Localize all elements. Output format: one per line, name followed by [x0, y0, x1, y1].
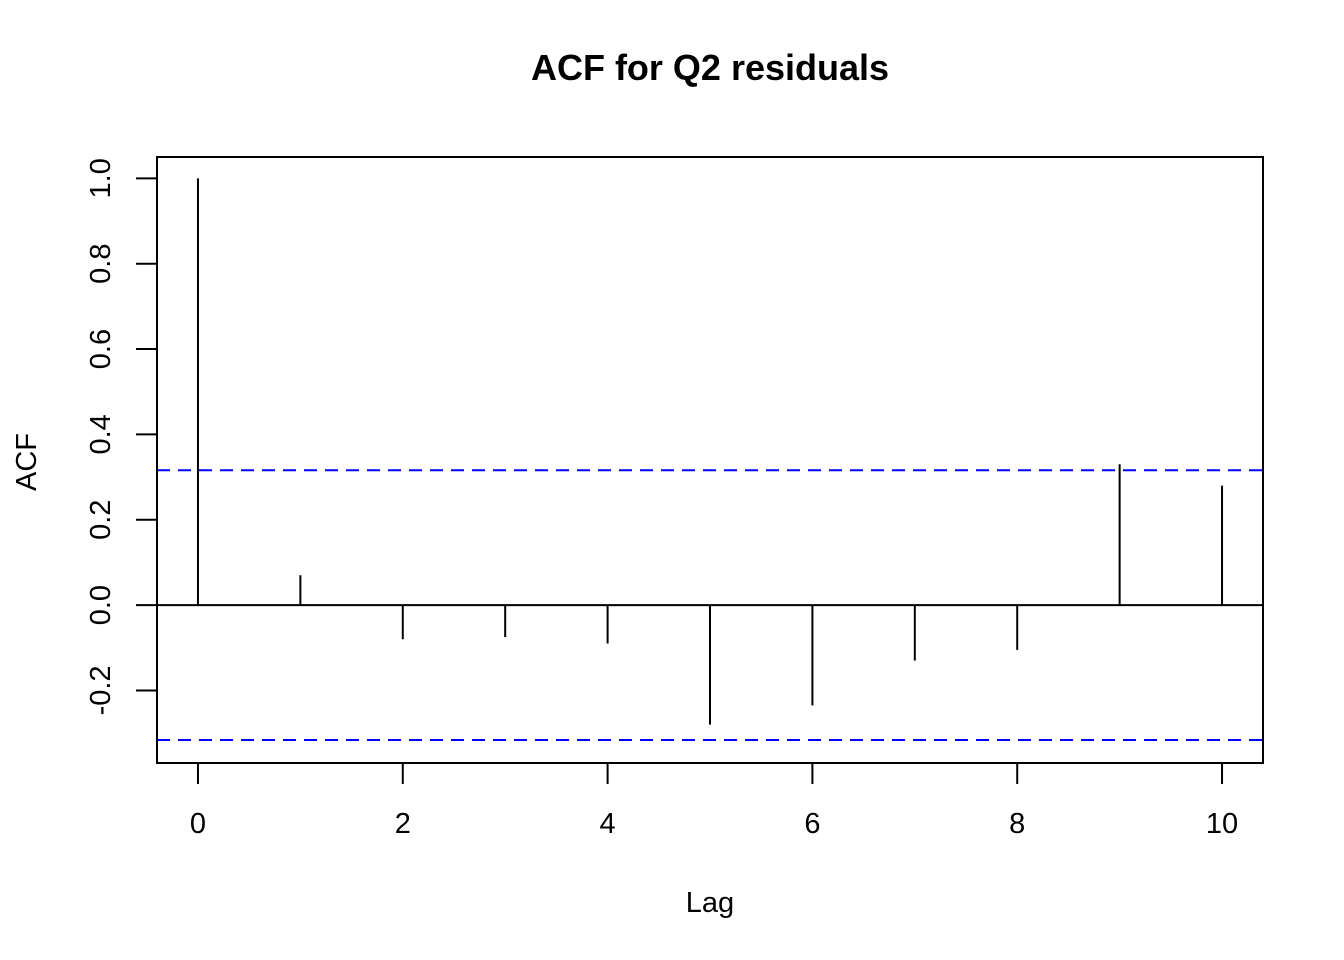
x-tick-label-2: 2 — [395, 808, 411, 840]
y-tick-label-0.0: 0.0 — [85, 585, 117, 625]
x-tick-label-8: 8 — [1009, 808, 1025, 840]
y-tick-label-1.0: 1.0 — [85, 158, 117, 198]
y-tick-label-0.6: 0.6 — [85, 329, 117, 369]
x-tick-label-10: 10 — [1206, 808, 1238, 840]
x-tick-label-4: 4 — [600, 808, 616, 840]
x-axis-label: Lag — [686, 887, 734, 919]
y-tick-label-0.2: 0.2 — [85, 500, 117, 540]
y-tick-label--0.2: -0.2 — [85, 665, 117, 715]
y-axis-label: ACF — [11, 433, 43, 491]
chart-marks: 0 2 4 6 8 10 -0.2 0.0 0.2 0.4 0.6 0.8 1.0 — [85, 158, 1263, 840]
y-tick-label-0.4: 0.4 — [85, 414, 117, 454]
x-tick-label-0: 0 — [190, 808, 206, 840]
chart-title: ACF for Q2 residuals — [531, 47, 889, 88]
x-tick-label-6: 6 — [804, 808, 820, 840]
y-tick-label-0.8: 0.8 — [85, 244, 117, 284]
